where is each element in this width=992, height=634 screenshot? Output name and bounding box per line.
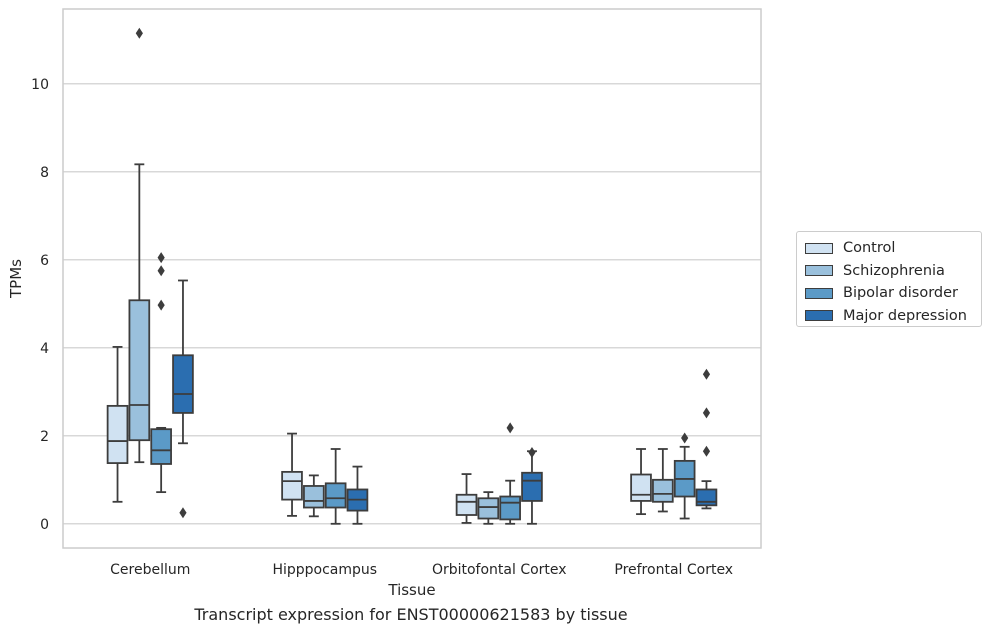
x-tick-labels: Cerebellum Hipppocampus Orbitofontal Corte… — [110, 562, 733, 578]
y-tick-label: 6 — [40, 253, 49, 269]
y-tick-label: 10 — [31, 77, 49, 93]
iqr-box — [324, 482, 347, 509]
outlier-point — [179, 507, 187, 519]
y-tick-labels: 0 2 4 6 8 10 — [31, 77, 49, 533]
legend-label: Bipolar disorder — [843, 285, 958, 302]
iqr-box — [172, 354, 194, 414]
legend-item: Schizophrenia — [805, 260, 981, 283]
box-bipolar-disorder — [673, 432, 696, 520]
y-axis-label: TPMs — [7, 259, 25, 299]
y-tick-label: 2 — [40, 429, 49, 445]
legend-swatch — [805, 287, 833, 299]
y-tick-label: 0 — [40, 517, 49, 533]
iqr-box — [455, 493, 478, 516]
box-control — [106, 346, 129, 503]
outlier-point — [681, 432, 689, 444]
box-schizophrenia — [477, 491, 500, 525]
x-tick-label: Cerebellum — [110, 562, 190, 578]
outlier-point — [135, 27, 143, 39]
gridlines — [63, 83, 761, 525]
iqr-box — [106, 404, 129, 464]
iqr-box — [630, 473, 652, 502]
legend-item: Major depression — [805, 305, 981, 328]
box-bipolar-disorder — [150, 252, 172, 494]
legend-label: Control — [843, 240, 896, 257]
chart-title: Transcript expression for ENST0000062158… — [194, 605, 628, 624]
box-major-depression — [521, 447, 543, 525]
box-schizophrenia — [652, 448, 674, 513]
box-schizophrenia — [128, 27, 151, 464]
y-tick-label: 8 — [40, 165, 49, 181]
legend-item: Control — [805, 237, 981, 260]
iqr-box — [652, 478, 674, 503]
y-tick-label: 4 — [40, 341, 49, 357]
iqr-box — [303, 485, 325, 509]
box-bipolar-disorder — [324, 448, 347, 525]
x-tick-label: Hipppocampus — [272, 562, 377, 578]
x-tick-label: Orbitofontal Cortex — [432, 562, 567, 578]
plot-frame — [62, 8, 762, 549]
outlier-point — [157, 252, 165, 264]
legend-swatch — [805, 265, 833, 277]
outlier-point — [702, 445, 711, 457]
box-major-depression — [346, 465, 369, 525]
iqr-box — [128, 299, 151, 442]
box-schizophrenia — [303, 474, 325, 518]
legend-swatch — [805, 242, 833, 254]
outlier-point — [157, 299, 165, 311]
legend-item: Bipolar disorder — [805, 282, 981, 305]
outlier-point — [528, 447, 536, 459]
iqr-box — [150, 428, 172, 465]
box-control — [630, 448, 652, 516]
box-major-depression — [695, 368, 718, 510]
iqr-box — [695, 488, 718, 507]
x-tick-label: Prefrontal Cortex — [614, 562, 733, 578]
legend-label: Major depression — [843, 307, 967, 324]
legend-label: Schizophrenia — [843, 262, 945, 279]
outlier-point — [506, 422, 514, 434]
iqr-box — [281, 470, 303, 501]
x-axis-label: Tissue — [387, 581, 435, 599]
box-control — [455, 473, 478, 524]
legend: Control Schizophrenia Bipolar disorder Majo… — [796, 231, 982, 327]
box-bipolar-disorder — [499, 422, 521, 525]
iqr-box — [499, 495, 521, 521]
outlier-point — [702, 368, 711, 380]
iqr-box — [521, 471, 543, 502]
box-control — [281, 432, 303, 517]
outlier-point — [702, 407, 711, 419]
box-groups — [106, 27, 718, 525]
legend-swatch — [805, 310, 833, 322]
outlier-point — [157, 265, 165, 277]
iqr-box — [477, 497, 500, 520]
box-major-depression — [172, 279, 194, 519]
